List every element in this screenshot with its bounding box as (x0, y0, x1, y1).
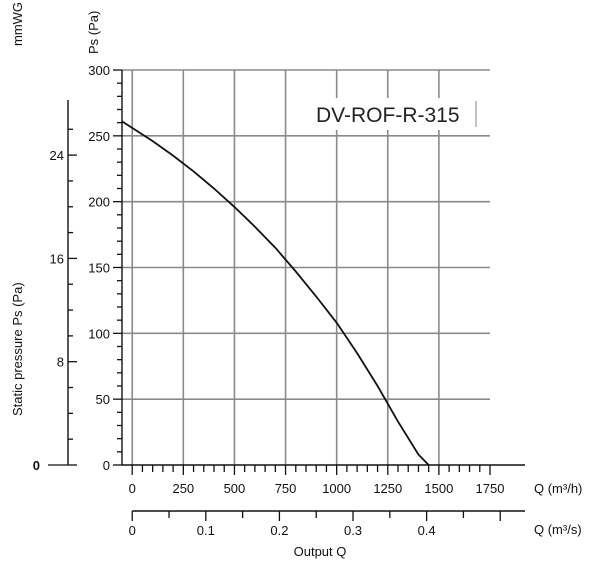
y-tick-label-pa: 100 (88, 326, 110, 341)
x-tick-label-m3h: 0 (129, 481, 136, 496)
x-tick-label-m3s: 0.2 (270, 523, 288, 538)
x-unit-m3h-label: Q (m³/h) (534, 481, 582, 496)
x-tick-label-m3h: 1000 (322, 481, 351, 496)
x-unit-m3s-label: Q (m³/s) (534, 522, 582, 537)
y-axis-title: Static pressure Ps (Pa) (10, 282, 25, 416)
axes (48, 69, 525, 521)
x-tick-label-m3h: 250 (172, 481, 194, 496)
model-label: DV-ROF-R-315 (316, 104, 460, 127)
y-tick-label-mmwg: 8 (57, 355, 64, 370)
y-tick-label-pa: 50 (96, 392, 110, 407)
x-axis-title: Output Q (294, 544, 347, 559)
y-tick-label-mmwg: 16 (50, 251, 64, 266)
tick-labels: 0 50 100 150 200 250 300 0 8 16 24 0 250 500 750 1000 12… (33, 63, 505, 538)
x-tick-label-m3h: 500 (224, 481, 246, 496)
y-tick-label-pa: 0 (103, 458, 110, 473)
x-tick-label-m3h: 750 (275, 481, 297, 496)
y-tick-label-mmwg: 0 (33, 458, 40, 473)
y-tick-label-pa: 250 (88, 129, 110, 144)
x-tick-label-m3s: 0.4 (418, 523, 436, 538)
x-tick-label-m3h: 1750 (476, 481, 505, 496)
y-unit-pa-label: Ps (Pa) (86, 11, 101, 54)
y-tick-label-mmwg: 24 (50, 148, 64, 163)
x-tick-label-m3s: 0 (129, 523, 136, 538)
grid-lines (122, 69, 490, 465)
model-label-box: DV-ROF-R-315 (302, 98, 477, 130)
x-tick-label-m3s: 0.3 (344, 523, 362, 538)
y-tick-label-pa: 150 (88, 261, 110, 276)
series-line (121, 120, 430, 466)
y-unit-mmwg-label: mmWG (10, 2, 25, 46)
x-tick-label-m3h: 1250 (373, 481, 402, 496)
y-tick-label-pa: 300 (88, 63, 110, 78)
x-tick-label-m3h: 1500 (424, 481, 453, 496)
y-tick-label-pa: 200 (88, 195, 110, 210)
x-tick-label-m3s: 0.1 (197, 523, 215, 538)
